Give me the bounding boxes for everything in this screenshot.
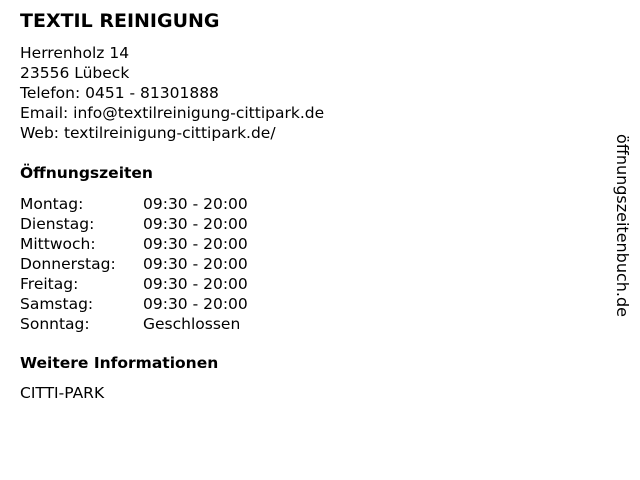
day: Sonntag: [20, 315, 90, 333]
time: 09:30 - 20:00 [143, 215, 248, 233]
city: 23556 Lübeck [20, 64, 130, 82]
street: Herrenholz 14 [20, 44, 130, 62]
day: Donnerstag: [20, 255, 116, 273]
time: 09:30 - 20:00 [143, 255, 248, 273]
hours-row: Sonntag: Geschlossen [20, 314, 248, 334]
hours-row: Freitag: 09:30 - 20:00 [20, 274, 248, 294]
day: Samstag: [20, 295, 94, 313]
hours-row: Mittwoch: 09:30 - 20:00 [20, 234, 248, 254]
hours-row: Donnerstag: 09:30 - 20:00 [20, 254, 248, 274]
contact-info: Herrenholz 14 23556 Lübeck Telefon: 0451… [20, 43, 324, 143]
hours-heading: Öffnungszeiten [20, 164, 153, 182]
time: Geschlossen [143, 315, 241, 333]
phone: Telefon: 0451 - 81301888 [20, 84, 219, 102]
watermark: öffnungszeitenbuch.de [613, 134, 632, 317]
time: 09:30 - 20:00 [143, 195, 248, 213]
day: Montag: [20, 195, 84, 213]
hours-row: Dienstag: 09:30 - 20:00 [20, 214, 248, 234]
time: 09:30 - 20:00 [143, 295, 248, 313]
hours-row: Montag: 09:30 - 20:00 [20, 194, 248, 214]
hours-table: Montag: 09:30 - 20:00 Dienstag: 09:30 - 20… [20, 194, 248, 334]
info-heading: Weitere Informationen [20, 354, 219, 372]
website: Web: textilreinigung-cittipark.de/ [20, 124, 276, 142]
day: Freitag: [20, 275, 79, 293]
email: Email: info@textilreinigung-cittipark.de [20, 104, 325, 122]
hours-row: Samstag: 09:30 - 20:00 [20, 294, 248, 314]
day: Mittwoch: [20, 235, 96, 253]
info-text: CITTI-PARK [20, 384, 105, 402]
day: Dienstag: [20, 215, 95, 233]
time: 09:30 - 20:00 [143, 275, 248, 293]
time: 09:30 - 20:00 [143, 235, 248, 253]
page-title: TEXTIL REINIGUNG [20, 10, 220, 32]
